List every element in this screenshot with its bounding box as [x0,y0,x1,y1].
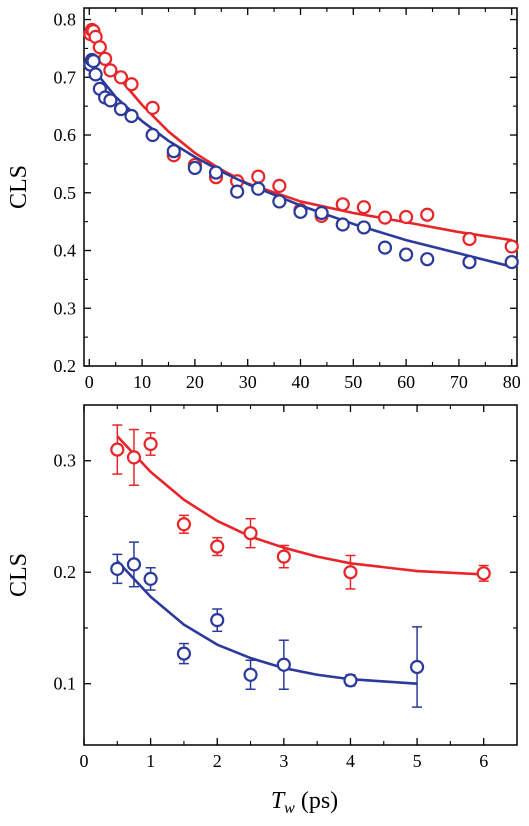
x-tick-label: 10 [133,372,151,392]
x-tick-label: 1 [146,751,155,771]
data-point [343,565,358,580]
plot-frame [83,404,518,746]
top-panel: 0 10 20 30 40 50 60 70 80 0.2 0.3 0.4 0.5 0.6 0.7 0.8 CL… [6,7,521,392]
data-point [92,40,107,55]
data-point [88,67,103,82]
data-point [126,557,142,572]
x-tick-label: 0 [80,751,89,771]
plot-frame [83,7,518,367]
x-tick-label: 0 [85,372,94,392]
bottom-panel: 0 1 2 3 4 5 6 0.1 0.2 0.3 CLS Tw (ps) [6,404,518,817]
data-point [124,77,139,92]
data-point [98,51,113,66]
data-point [272,194,287,209]
y-tick-label: 0.2 [54,356,77,376]
data-point [377,210,393,225]
x-tick-label: 80 [503,372,521,392]
data-point [420,252,435,267]
data-point [113,101,129,117]
data-point [110,561,125,576]
x-axis-title-subscript: w [284,800,295,817]
x-tick-label: 6 [479,751,488,771]
data-point [356,220,371,235]
x-axis-title: Tw (ps) [271,788,338,817]
data-point [335,197,350,212]
data-point [276,657,291,672]
data-point [230,184,245,199]
series-0 [110,424,491,590]
series-1 [83,52,519,270]
data-point [145,100,160,115]
data-point [293,204,308,219]
data-point [86,54,101,69]
y-tick-label: 0.8 [54,10,77,30]
fit-curve [88,59,513,268]
x-tick-label: 5 [413,751,422,771]
data-point [399,209,414,225]
data-point [272,178,287,193]
x-tick-label: 30 [239,372,257,392]
data-point [314,205,329,221]
data-point [210,539,225,554]
data-point [243,526,258,541]
series-1 [110,541,425,708]
data-point [335,217,350,232]
y-tick-label: 0.2 [54,562,77,582]
data-point [251,169,266,184]
fit-curve [116,560,418,685]
x-tick-label: 50 [344,372,362,392]
data-point [462,231,477,247]
data-point [476,566,491,581]
x-tick-label: 2 [213,751,222,771]
x-tick-label: 70 [450,372,468,392]
data-point [377,240,393,255]
x-tick-label: 4 [346,751,355,771]
y-tick-label: 0.7 [54,67,77,87]
data-point [176,517,192,532]
data-point [103,63,118,78]
x-tick-label: 40 [292,372,310,392]
x-tick-label: 3 [279,751,288,771]
y-tick-label: 0.1 [54,674,77,694]
x-axis-title-symbol: T [271,788,286,814]
data-point [176,646,192,661]
data-point [208,165,224,180]
data-point [145,127,160,143]
data-point [343,673,358,688]
y-tick-label: 0.4 [54,241,77,261]
x-tick-label: 20 [186,372,204,392]
y-axis-title: CLS [6,553,32,597]
data-point [276,549,291,564]
data-point [462,254,477,270]
data-point [166,144,181,159]
data-point [110,442,125,457]
data-point [399,247,414,262]
x-tick-label: 60 [397,372,415,392]
data-point [143,436,158,452]
data-point [251,181,266,196]
data-point [124,108,139,124]
data-point [187,160,202,176]
y-tick-label: 0.3 [54,451,77,471]
y-tick-label: 0.6 [54,125,77,145]
data-point [210,613,225,628]
x-axis-title-unit: (ps) [295,788,338,814]
y-axis-title: CLS [6,165,32,209]
data-point [409,659,425,675]
data-point [143,571,158,587]
data-point [243,667,258,682]
data-point [504,254,519,270]
data-point [356,200,371,215]
data-point [504,239,519,254]
fit-curve [116,435,484,576]
data-point [126,450,142,465]
y-tick-label: 0.3 [54,298,77,318]
data-point [420,207,435,222]
y-tick-label: 0.5 [54,183,77,203]
data-point [103,93,118,108]
data-point [113,70,129,85]
